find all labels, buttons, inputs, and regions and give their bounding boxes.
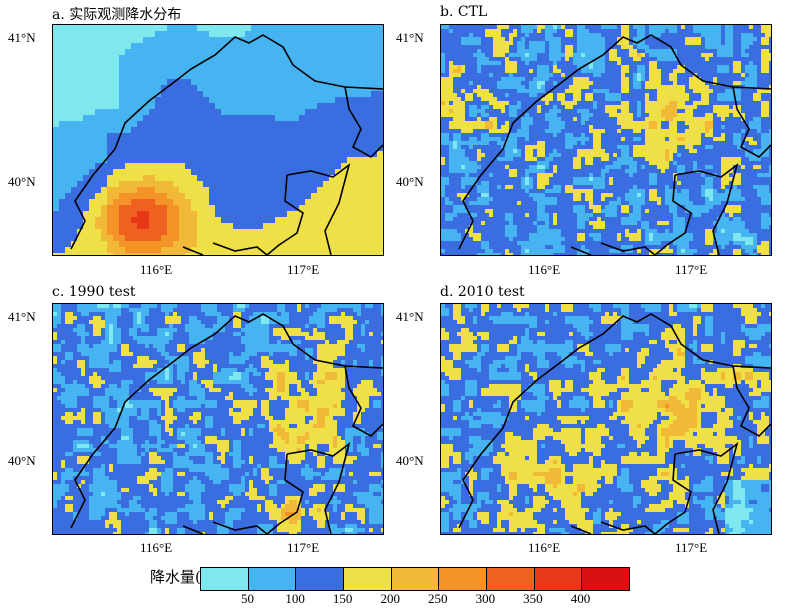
panel-b-title: b. CTL [440,4,488,20]
colorbar-tick-label: 200 [380,591,400,606]
lon-tick-116-c: 116°E [140,540,173,555]
colorbar [200,567,630,591]
lat-tick-41-a: 41°N [8,30,36,45]
lat-tick-41-d: 41°N [396,309,424,324]
lon-tick-117-a: 117°E [287,262,320,277]
lat-tick-40-b: 40°N [396,174,424,189]
map-panel-a [52,24,384,256]
colorbar-tick-label: 400 [570,591,591,606]
colorbar-tick-label: 50 [241,591,255,606]
colorbar-swatch [201,568,249,590]
precipitation-field [441,25,771,255]
precipitation-field [441,304,771,534]
boundary-line [70,313,383,534]
precipitation-field [53,25,383,255]
lon-tick-116-a: 116°E [140,262,173,277]
colorbar-swatch [487,568,535,590]
map-panel-b [440,24,772,256]
lon-tick-117-b: 117°E [675,262,708,277]
colorbar-swatch [439,568,488,590]
boundary-line [458,313,771,534]
map-panel-d [440,303,772,535]
colorbar-tick-label: 250 [428,591,448,606]
panel-d-title: d. 2010 test [440,284,525,300]
map-panel-c [52,303,384,535]
precipitation-field [53,304,383,534]
panel-a-title: a. 实际观测降水分布 [52,7,182,23]
lon-tick-116-d: 116°E [528,540,561,555]
lat-tick-41-b: 41°N [396,30,424,45]
lon-tick-116-b: 116°E [528,262,561,277]
lon-tick-117-d: 117°E [675,540,708,555]
panel-c-title: c. 1990 test [52,284,136,300]
lat-tick-40-c: 40°N [8,453,36,468]
boundary-line [458,34,771,255]
colorbar-tick-label: 300 [475,591,496,606]
colorbar-swatch [344,568,392,590]
lon-tick-117-c: 117°E [287,540,320,555]
colorbar-swatch [296,568,345,590]
lat-tick-41-c: 41°N [8,309,36,324]
colorbar-swatch [248,568,297,590]
lat-tick-40-a: 40°N [8,174,36,189]
colorbar-swatch [582,568,630,590]
colorbar-swatch [534,568,583,590]
colorbar-tick-label: 350 [523,591,543,606]
colorbar-tick-label: 100 [285,591,305,606]
colorbar-tick-label: 150 [332,591,353,606]
boundary-line [70,34,383,255]
colorbar-swatch [391,568,440,590]
lat-tick-40-d: 40°N [396,453,424,468]
